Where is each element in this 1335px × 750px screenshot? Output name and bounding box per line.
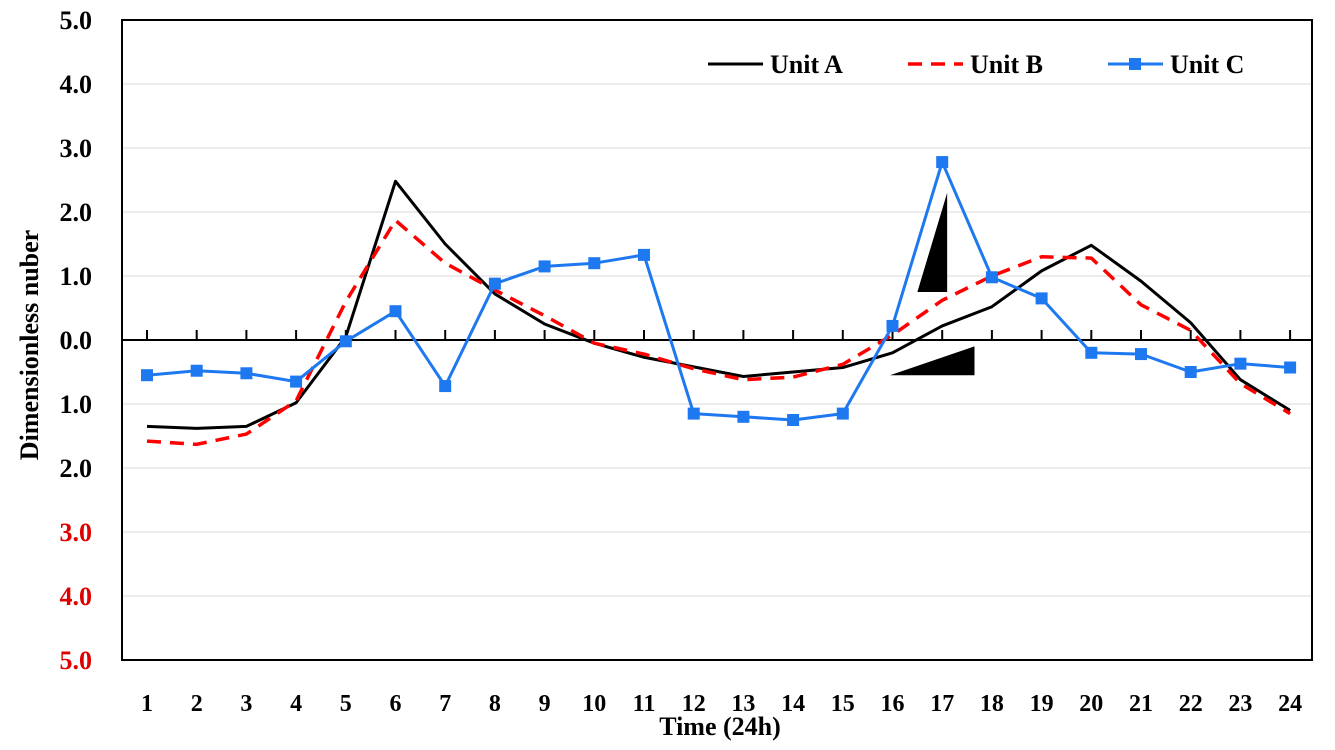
data-point — [538, 260, 551, 273]
data-point — [985, 271, 998, 284]
data-point — [1085, 346, 1098, 359]
y-tick-label: 0.0 — [60, 326, 93, 355]
data-point — [787, 414, 800, 426]
x-tick-label: 10 — [582, 691, 606, 717]
x-tick-label: 17 — [930, 691, 954, 717]
legend: Unit A Unit B Unit C — [708, 50, 1244, 79]
data-point — [488, 277, 501, 290]
annotation-triangle-2 — [890, 346, 975, 376]
legend-label-1: Unit A — [770, 50, 843, 79]
annotations — [890, 192, 975, 376]
x-tick-label: 1 — [141, 691, 153, 717]
data-point — [936, 156, 949, 169]
x-tick-label: 8 — [489, 691, 501, 717]
x-tick-label: 20 — [1079, 691, 1103, 717]
x-tick-label: 19 — [1030, 691, 1054, 717]
x-tick-label: 3 — [240, 691, 252, 717]
gridlines — [122, 83, 1312, 597]
data-point — [240, 367, 253, 380]
data-point — [141, 369, 153, 382]
x-tick-label: 11 — [633, 691, 656, 717]
data-point — [1035, 292, 1048, 305]
series-line-1 — [146, 179, 1291, 430]
y-tick-labels: 5.0 4.0 3.0 2.0 1.0 0.0 1.0 2.0 3.0 4.0 5.0 — [60, 6, 93, 675]
data-point — [588, 257, 601, 270]
x-tick-label: 4 — [290, 691, 302, 717]
x-tick-label: 23 — [1228, 691, 1252, 717]
data-point — [687, 407, 700, 420]
data-point — [1284, 361, 1297, 374]
y-tick-label: 1.0 — [60, 262, 93, 291]
annotation-triangle-1 — [917, 192, 948, 292]
y-tick-label: 5.0 — [60, 6, 93, 35]
y-tick-label: 2.0 — [60, 198, 93, 227]
data-point — [339, 335, 352, 348]
y-tick-label: 4.0 — [60, 70, 93, 99]
data-point — [389, 305, 402, 318]
x-tick-label: 5 — [340, 691, 352, 717]
x-tick-label: 18 — [980, 691, 1004, 717]
y-tick-label: 4.0 — [60, 582, 93, 611]
x-tick-label: 6 — [390, 691, 402, 717]
zero-axis — [122, 330, 1312, 341]
y-tick-label: 1.0 — [60, 390, 93, 419]
series-line-2 — [146, 218, 1292, 447]
y-tick-label: 5.0 — [60, 646, 93, 675]
series-line-3 — [146, 160, 1291, 422]
x-tick-label: 14 — [781, 691, 805, 717]
data-point — [1234, 357, 1247, 370]
x-tick-label: 2 — [191, 691, 203, 717]
x-tick-label: 24 — [1278, 691, 1302, 717]
legend-label-2: Unit B — [970, 50, 1043, 79]
y-axis-title: Dimensionless nuber — [15, 230, 44, 460]
data-point — [886, 319, 899, 332]
y-tick-label: 3.0 — [60, 134, 93, 163]
x-tick-label: 22 — [1179, 691, 1203, 717]
data-point — [290, 375, 303, 388]
data-point — [836, 407, 849, 420]
x-tick-label: 13 — [731, 691, 755, 717]
data-point — [737, 410, 750, 423]
data-point — [190, 364, 203, 377]
series-lines — [141, 156, 1297, 447]
data-point — [1135, 348, 1147, 361]
data-point — [439, 380, 452, 393]
x-axis-title: Time (24h) — [659, 712, 781, 741]
x-tick-labels: 1 2 3 4 5 6 7 8 9 10 11 12 13 14 15 16 17 18 19 20 21 22 23 24 — [141, 691, 1302, 717]
legend-label-3: Unit C — [1170, 50, 1244, 79]
x-tick-label: 9 — [539, 691, 551, 717]
y-tick-label: 2.0 — [60, 454, 93, 483]
x-tick-label: 15 — [831, 691, 855, 717]
data-point — [1184, 366, 1197, 378]
x-tick-label: 12 — [682, 691, 706, 717]
data-point — [638, 248, 650, 261]
y-tick-label: 3.0 — [60, 518, 93, 547]
x-tick-label: 21 — [1129, 691, 1153, 717]
x-tick-label: 16 — [881, 691, 905, 717]
legend-marker — [1129, 58, 1141, 70]
x-tick-label: 7 — [439, 691, 451, 717]
